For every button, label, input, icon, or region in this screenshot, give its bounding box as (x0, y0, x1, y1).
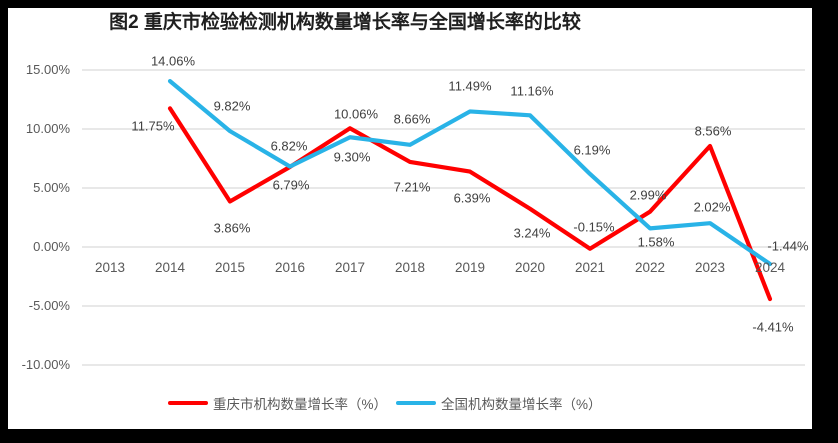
legend-label-chongqing: 重庆市机构数量增长率（%） (213, 397, 388, 412)
data-label: 14.06% (150, 53, 196, 69)
data-label: 2.02% (693, 199, 731, 215)
x-tick-label: 2013 (94, 260, 126, 275)
data-label: 8.66% (393, 111, 431, 127)
data-label: -1.44% (767, 238, 809, 254)
data-label: 6.19% (573, 142, 611, 158)
chart: 图2 重庆市检验检测机构数量增长率与全国增长率的比较 15.00% 10.00% 5… (8, 8, 812, 429)
x-tick-label: 2017 (334, 260, 366, 275)
x-tick-label: 2022 (634, 260, 666, 275)
x-tick-label: 2023 (694, 260, 726, 275)
legend-swatch-blue-line (396, 400, 437, 406)
legend-item-national: 全国机构数量增长率（%） (396, 393, 602, 413)
chart-title: 图2 重庆市检验检测机构数量增长率与全国增长率的比较 (109, 12, 581, 33)
data-label: 11.49% (448, 78, 492, 94)
y-tick-label: -5.00% (28, 298, 70, 313)
x-tick-label: 2018 (394, 260, 426, 275)
data-label: -0.15% (573, 219, 615, 235)
y-tick-label: 10.00% (25, 121, 70, 136)
data-label: 3.86% (213, 220, 251, 236)
data-label: 11.75% (131, 118, 175, 134)
plot-area (82, 69, 805, 366)
data-label: 7.21% (393, 179, 431, 195)
x-tick-label: 2015 (214, 260, 246, 275)
x-tick-label: 2016 (274, 260, 306, 275)
data-label: 6.39% (453, 190, 491, 206)
data-label: 8.56% (694, 123, 732, 139)
data-label: 9.30% (333, 149, 371, 165)
data-label: 1.58% (637, 234, 675, 250)
data-label: 6.82% (270, 138, 308, 154)
y-tick-label: 5.00% (33, 180, 70, 195)
legend-item-chongqing: 重庆市机构数量增长率（%） (168, 393, 387, 413)
data-label: -4.41% (752, 319, 794, 335)
data-label: 10.06% (333, 106, 379, 122)
y-tick-label: 15.00% (25, 62, 70, 77)
series-line-1 (167, 78, 773, 267)
x-tick-label: 2021 (574, 260, 606, 275)
x-tick-label: 2014 (154, 260, 186, 275)
data-label: 11.16% (510, 83, 554, 99)
x-tick-label: 2019 (454, 260, 486, 275)
x-tick-label: 2020 (514, 260, 546, 275)
data-label: 2.99% (629, 187, 667, 203)
data-label: 3.24% (513, 225, 551, 241)
data-label: 9.82% (213, 98, 251, 114)
series-line-0 (167, 106, 773, 302)
y-tick-label: -10.00% (21, 357, 70, 372)
legend-swatch-red-line (168, 400, 208, 406)
x-tick-label: 2024 (754, 260, 786, 275)
legend-label-national: 全国机构数量增长率（%） (441, 397, 602, 412)
y-tick-label: 0.00% (33, 239, 70, 254)
legend: 重庆市机构数量增长率（%） 全国机构数量增长率（%） (168, 393, 602, 413)
data-label: 6.79% (272, 177, 310, 193)
